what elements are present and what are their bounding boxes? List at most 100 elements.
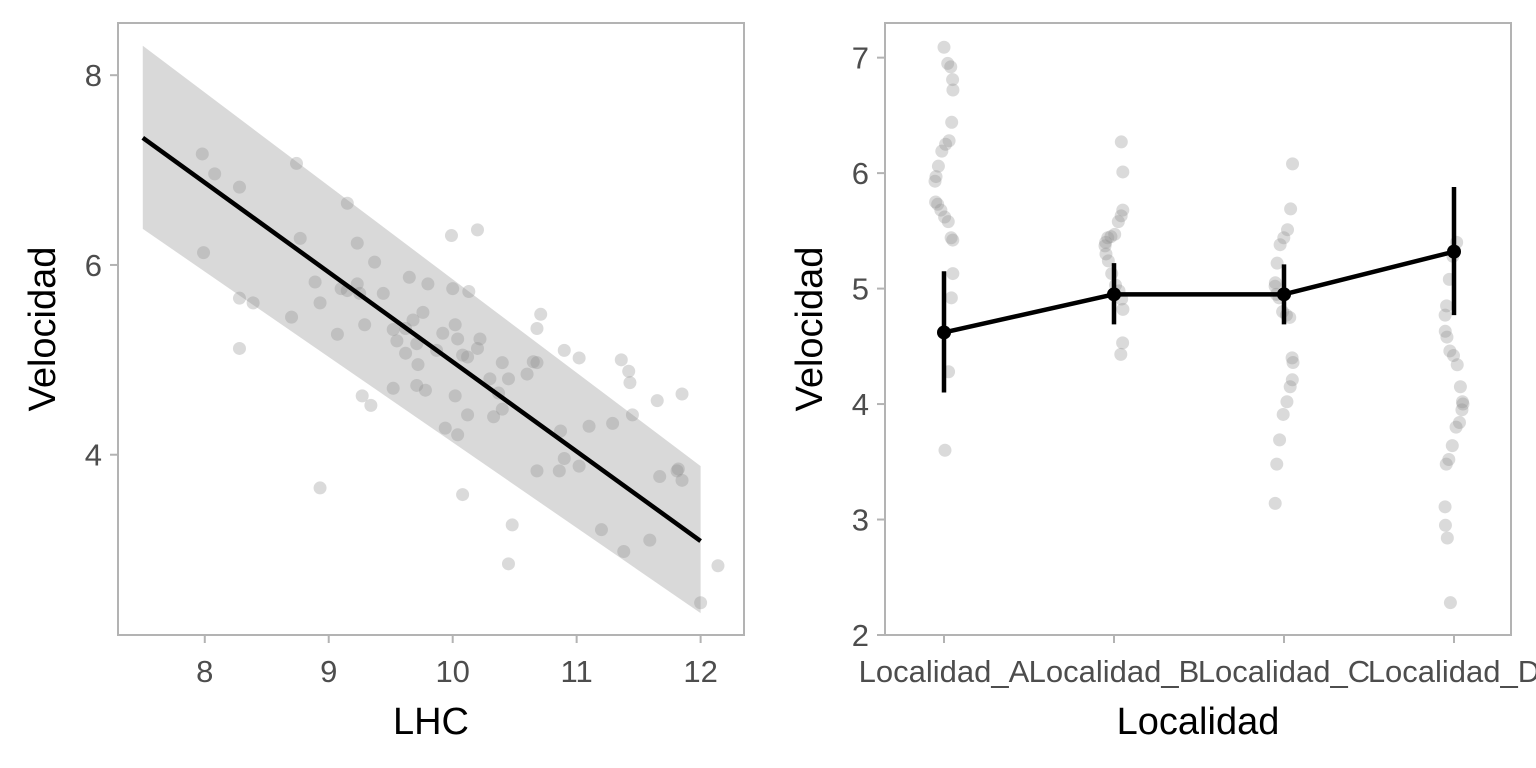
jitter-point	[1438, 500, 1452, 514]
jitter-point	[1285, 351, 1299, 365]
jitter-point	[1268, 279, 1282, 293]
scatter-point	[350, 277, 364, 291]
jitter-point	[1284, 202, 1298, 216]
scatter-point	[557, 452, 571, 466]
scatter-point	[501, 372, 515, 386]
scatter-point	[675, 473, 689, 487]
scatter-point	[232, 341, 246, 355]
scatter-point	[418, 383, 432, 397]
fit-line	[141, 135, 702, 543]
scatter-point	[293, 231, 307, 245]
jitter-point	[1098, 239, 1112, 253]
scatter-point	[505, 518, 519, 532]
scatter-point	[495, 402, 509, 416]
x-axis-ticks: Localidad_A Localidad_BLocalidad_CLocalid…	[859, 635, 1536, 689]
scatter-point	[530, 356, 544, 370]
jitter-point	[1443, 344, 1457, 358]
scatter-point	[552, 464, 566, 478]
scatter-point	[456, 348, 470, 362]
jitter-point	[1114, 135, 1128, 149]
jitter-point	[1438, 324, 1452, 338]
jitter-point	[1443, 596, 1457, 610]
scatter-point	[197, 246, 211, 260]
y-tick-label: 4	[85, 438, 102, 473]
scatter-point	[526, 355, 540, 369]
scatter-point	[402, 270, 416, 284]
jitter-point	[945, 115, 959, 129]
jitter-point	[1099, 235, 1113, 249]
scatter-point	[444, 229, 458, 243]
scatter-panel: 8 9 10 11 12 4 6 8 LHC Velocidad	[22, 22, 745, 743]
scatter-point	[350, 236, 364, 250]
scatter-point	[285, 310, 299, 324]
y-axis-ticks: 2 3 4 5 6 7	[852, 41, 885, 653]
jitter-point	[1438, 308, 1452, 322]
jitter-point	[1440, 299, 1454, 313]
scatter-point	[195, 147, 209, 161]
y-tick-label: 5	[852, 272, 869, 307]
scatter-point	[448, 318, 462, 332]
y-tick-label: 3	[852, 503, 869, 538]
jitter-point	[1268, 276, 1282, 290]
x-tick-label: 12	[683, 654, 717, 689]
mean-point	[1447, 244, 1461, 259]
scatter-point	[364, 398, 378, 412]
x-tick-label: Localidad_B	[1029, 654, 1200, 689]
jitter-point	[946, 83, 960, 97]
jitter-point	[931, 159, 945, 173]
scatter-point	[622, 364, 636, 378]
scatter-point	[462, 285, 476, 299]
y-axis-title: Velocidad	[22, 247, 64, 412]
mean-points	[937, 244, 1461, 340]
jitter-point	[1449, 420, 1463, 434]
jitter-point	[942, 134, 956, 148]
jitter-point	[939, 137, 953, 151]
means-panel: Localidad_A Localidad_BLocalidad_CLocalid…	[789, 22, 1536, 743]
mean-point	[1107, 287, 1121, 302]
scatter-point	[410, 378, 424, 392]
jitter-point	[938, 210, 952, 224]
scatter-point	[582, 419, 596, 433]
jitter-point	[1283, 310, 1297, 324]
jitter-point	[928, 174, 942, 188]
scatter-point	[473, 332, 487, 346]
scatter-point	[711, 559, 725, 573]
jitter-point	[1442, 452, 1456, 466]
scatter-point	[208, 167, 222, 181]
y-tick-label: 6	[852, 156, 869, 191]
scatter-point	[650, 394, 664, 408]
jitter-point	[1456, 397, 1470, 411]
jitter-point	[1105, 267, 1119, 281]
means-panel-border	[884, 22, 1512, 636]
scatter-point	[232, 291, 246, 305]
scatter-point	[530, 322, 544, 336]
confidence-band-area	[142, 45, 701, 614]
scatter-point	[534, 307, 548, 321]
scatter-point	[501, 557, 515, 571]
scatter-point	[470, 341, 484, 355]
scatter-point	[436, 326, 450, 340]
jitter-point	[941, 56, 955, 70]
jitter-point	[1285, 373, 1299, 387]
jitter-point	[1453, 380, 1467, 394]
scatter-point	[554, 424, 568, 438]
scatter-point	[438, 421, 452, 435]
scatter-point	[653, 470, 667, 484]
scatter-point	[451, 332, 465, 346]
scatter-point	[399, 346, 413, 360]
scatter-point	[355, 389, 369, 403]
y-tick-label: 6	[85, 248, 102, 283]
jitter-point	[1450, 358, 1464, 372]
confidence-band	[142, 45, 701, 614]
mean-point	[937, 325, 951, 340]
jitter-point	[937, 40, 951, 54]
scatter-point	[643, 533, 657, 547]
y-tick-label: 2	[852, 618, 869, 653]
jitter-point	[944, 60, 958, 74]
scatter-point	[368, 255, 382, 269]
jitter-point	[944, 291, 958, 305]
scatter-point	[572, 351, 586, 365]
jitter-point	[1114, 209, 1128, 223]
jitter-point	[935, 144, 949, 158]
